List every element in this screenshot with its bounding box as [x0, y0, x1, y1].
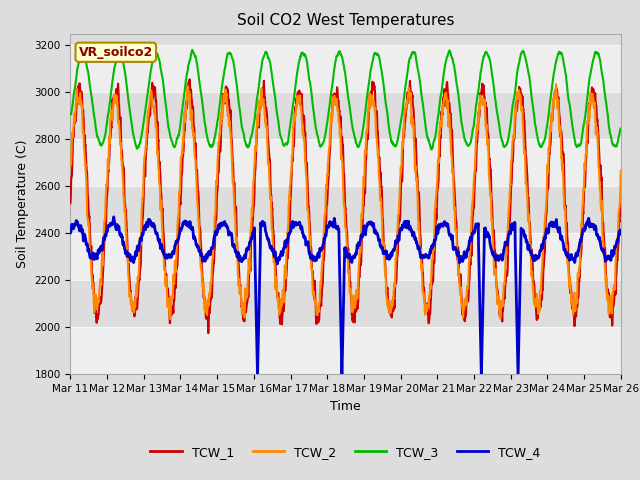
TCW_1 [204, 330, 212, 336]
Title: Soil CO2 West Temperatures: Soil CO2 West Temperatures [237, 13, 454, 28]
TCW_3 [584, 89, 592, 95]
TCW_1 [221, 95, 228, 100]
Line: TCW_3: TCW_3 [70, 50, 621, 149]
TCW_3 [428, 146, 435, 152]
Bar [70, 45, 621, 92]
TCW_3 [374, 51, 381, 57]
Bar [70, 280, 621, 327]
TCW_3 [569, 124, 577, 130]
TCW_4 [617, 227, 625, 233]
Bar [70, 233, 621, 280]
TCW_3 [67, 111, 74, 117]
TCW_3 [188, 47, 196, 53]
TCW_2 [506, 191, 513, 196]
Line: TCW_1: TCW_1 [70, 79, 621, 333]
TCW_4 [374, 232, 381, 238]
TCW_1 [362, 156, 370, 161]
TCW_2 [584, 119, 592, 125]
Bar [70, 92, 621, 139]
Line: TCW_2: TCW_2 [70, 84, 621, 319]
TCW_2 [362, 148, 369, 154]
TCW_4 [67, 230, 74, 236]
Legend: TCW_1, TCW_2, TCW_3, TCW_4: TCW_1, TCW_2, TCW_3, TCW_4 [145, 441, 546, 464]
TCW_2 [67, 163, 74, 168]
X-axis label: Time: Time [330, 400, 361, 413]
Y-axis label: Soil Temperature (C): Soil Temperature (C) [16, 140, 29, 268]
TCW_3 [220, 69, 228, 75]
Text: VR_soilco2: VR_soilco2 [79, 46, 153, 59]
Line: TCW_4: TCW_4 [70, 217, 621, 377]
Bar [70, 139, 621, 186]
TCW_4 [110, 214, 118, 220]
TCW_1 [506, 217, 514, 223]
Bar [70, 186, 621, 233]
TCW_1 [186, 76, 193, 82]
TCW_2 [374, 147, 381, 153]
TCW_1 [67, 200, 74, 206]
TCW_3 [362, 106, 369, 112]
Bar [70, 327, 621, 374]
TCW_4 [220, 221, 228, 227]
TCW_4 [584, 218, 592, 224]
TCW_2 [552, 82, 560, 87]
TCW_3 [506, 126, 514, 132]
TCW_3 [617, 126, 625, 132]
TCW_2 [617, 168, 625, 174]
TCW_2 [220, 97, 228, 103]
TCW_1 [569, 303, 577, 309]
TCW_4 [506, 229, 513, 235]
TCW_1 [584, 132, 592, 138]
TCW_4 [569, 256, 577, 262]
TCW_2 [569, 302, 577, 308]
TCW_2 [166, 316, 174, 322]
TCW_1 [374, 129, 381, 135]
TCW_4 [514, 374, 522, 380]
TCW_4 [362, 229, 369, 235]
TCW_1 [617, 201, 625, 206]
